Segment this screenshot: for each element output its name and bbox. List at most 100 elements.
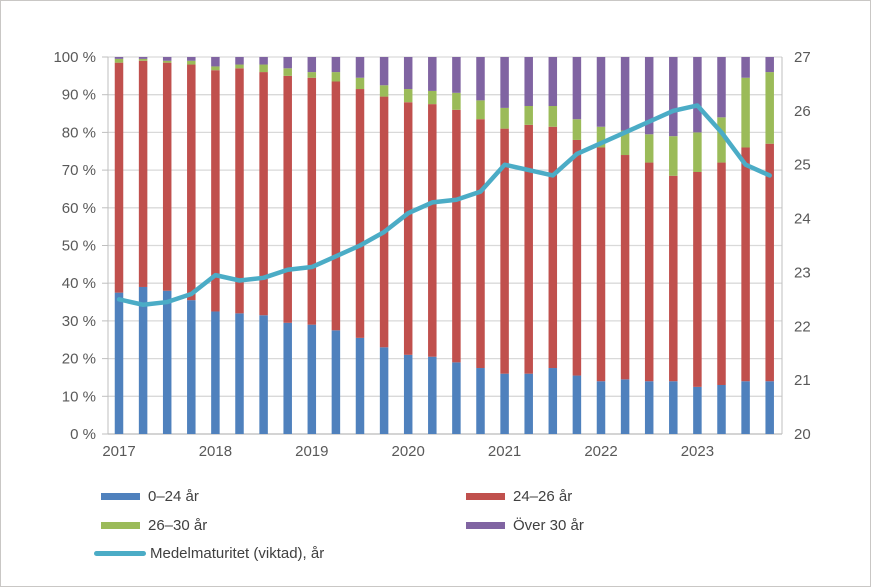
bar-segment bbox=[283, 57, 292, 69]
bar-segment bbox=[428, 356, 437, 434]
bar-segment bbox=[187, 64, 196, 301]
bar-segment bbox=[693, 386, 702, 434]
x-axis-year-label: 2023 bbox=[681, 443, 714, 460]
legend-item-medelmaturitet: Medelmaturitet (viktad), år bbox=[94, 545, 324, 562]
legend-swatch-26-30 bbox=[101, 521, 140, 529]
bar-segment bbox=[644, 381, 654, 434]
legend-item-24-26: 24–26 år bbox=[466, 487, 573, 505]
bar-segment bbox=[403, 354, 413, 434]
bar-segment bbox=[572, 139, 582, 376]
legend-item-over-30: Över 30 år bbox=[466, 517, 584, 534]
bar-segment bbox=[259, 315, 268, 434]
bar-segment bbox=[259, 72, 268, 316]
left-axis-tick-label: 10 % bbox=[62, 388, 96, 405]
x-axis-year-label: 2019 bbox=[295, 443, 328, 460]
bar-segment bbox=[307, 72, 317, 78]
bar-segment bbox=[620, 130, 630, 156]
bar-segment bbox=[235, 68, 244, 314]
right-axis-tick-label: 20 bbox=[794, 426, 811, 443]
right-axis-tick-label: 23 bbox=[794, 264, 811, 281]
bar-segment bbox=[187, 57, 196, 61]
bar-segment bbox=[765, 381, 774, 434]
bar-segment bbox=[114, 57, 124, 59]
legend-swatch-0-24 bbox=[101, 492, 140, 500]
bar-segment bbox=[669, 175, 678, 382]
bar-segment bbox=[235, 57, 244, 65]
bar-segment bbox=[500, 107, 509, 129]
bar-segment bbox=[428, 104, 437, 357]
x-axis-year-label: 2021 bbox=[488, 443, 521, 460]
bar-segment bbox=[741, 77, 750, 148]
right-axis-tick-label: 22 bbox=[794, 318, 811, 335]
bar-segment bbox=[644, 162, 654, 382]
bar-segment bbox=[259, 64, 268, 73]
bar-segment bbox=[717, 162, 726, 385]
bar-segment bbox=[476, 368, 485, 434]
left-axis-tick-label: 90 % bbox=[62, 87, 96, 104]
bar-segment bbox=[765, 57, 774, 73]
bar-segment bbox=[211, 70, 220, 312]
bar-segment bbox=[524, 106, 533, 125]
bar-segment bbox=[524, 373, 533, 434]
bar-segment bbox=[379, 347, 389, 434]
bar-segment bbox=[452, 109, 461, 363]
bar-segment bbox=[644, 57, 654, 135]
legend-swatch-over-30 bbox=[466, 521, 505, 529]
left-axis-tick-label: 70 % bbox=[62, 162, 96, 179]
bar-segment bbox=[596, 126, 606, 148]
bar-segment bbox=[283, 68, 292, 76]
x-axis-year-label: 2022 bbox=[584, 443, 617, 460]
bar-segment bbox=[403, 57, 413, 90]
bar-segment bbox=[211, 57, 220, 67]
legend-label-0-24: 0–24 år bbox=[148, 487, 199, 505]
bar-segment bbox=[452, 362, 461, 434]
legend-label-24-26: 24–26 år bbox=[513, 487, 573, 505]
bar-segment bbox=[355, 77, 365, 90]
bar-segment bbox=[138, 58, 148, 61]
left-axis-tick-label: 30 % bbox=[62, 313, 96, 330]
bar-segment bbox=[379, 96, 389, 348]
bar-segment bbox=[669, 136, 678, 176]
bar-segment bbox=[572, 119, 582, 140]
bar-segment bbox=[572, 375, 582, 434]
bar-segment bbox=[162, 290, 172, 434]
bar-segment bbox=[355, 337, 365, 434]
right-axis-tick-label: 27 bbox=[794, 49, 811, 66]
bar-segment bbox=[741, 147, 750, 382]
left-axis-tick-label: 40 % bbox=[62, 275, 96, 292]
left-axis-tick-label: 60 % bbox=[62, 200, 96, 217]
bar-segment bbox=[162, 60, 172, 63]
bar-segment bbox=[717, 384, 726, 434]
bar-segment bbox=[331, 330, 341, 434]
left-axis-tick-label: 100 % bbox=[53, 49, 96, 66]
left-axis-tick-label: 80 % bbox=[62, 124, 96, 141]
bar-segment bbox=[620, 379, 630, 434]
bar-segment bbox=[355, 57, 365, 78]
bar-segment bbox=[403, 102, 413, 355]
left-axis-tick-label: 0 % bbox=[70, 426, 96, 443]
bar-segment bbox=[741, 57, 750, 78]
bar-segment bbox=[693, 171, 702, 387]
bar-segment bbox=[669, 381, 678, 434]
bar-segment bbox=[596, 147, 606, 382]
bar-segment bbox=[379, 85, 389, 97]
bar-segment bbox=[211, 311, 220, 434]
bar-segment bbox=[500, 128, 509, 374]
bar-segment bbox=[717, 117, 726, 163]
bar-segment bbox=[476, 100, 485, 120]
bar-segment bbox=[114, 62, 124, 293]
x-axis-year-label: 2017 bbox=[102, 443, 135, 460]
bar-segment bbox=[187, 60, 196, 65]
bar-segment bbox=[548, 57, 558, 107]
bar-segment bbox=[162, 62, 172, 291]
legend-label-26-30: 26–30 år bbox=[148, 516, 208, 534]
bar-segment bbox=[765, 72, 774, 144]
right-axis-tick-label: 21 bbox=[794, 372, 811, 389]
bar-segment bbox=[283, 75, 292, 323]
bar-segment bbox=[693, 132, 702, 172]
bar-segment bbox=[452, 57, 461, 93]
x-axis-year-label: 2018 bbox=[199, 443, 232, 460]
bar-segment bbox=[572, 57, 582, 120]
bar-segment bbox=[162, 57, 172, 61]
